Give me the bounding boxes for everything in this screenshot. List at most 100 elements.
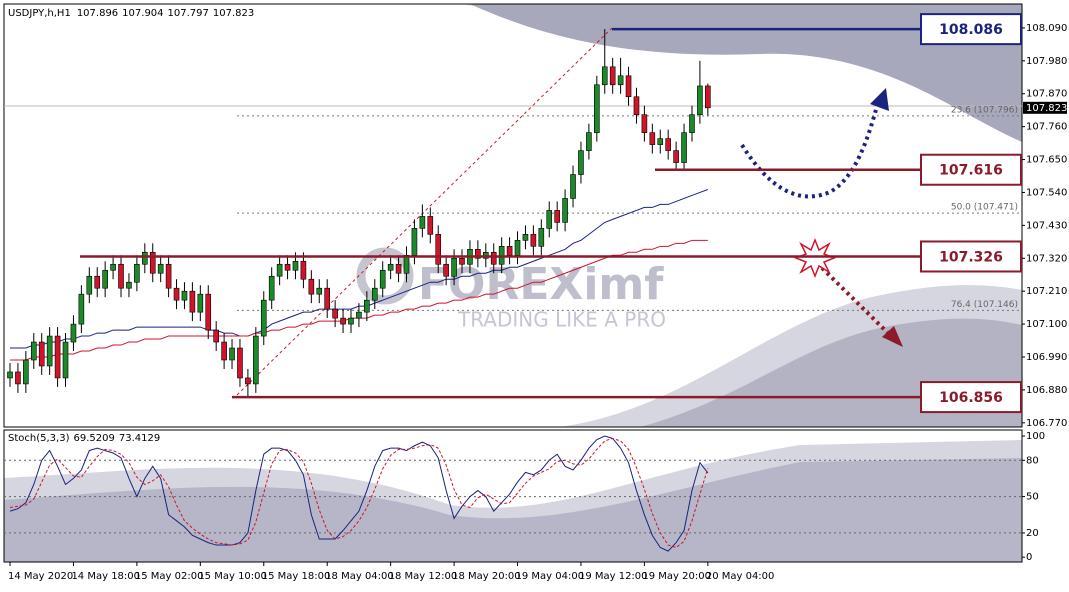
y-tick-label: 20 <box>1026 528 1039 539</box>
candle-body <box>356 311 362 319</box>
candle-body <box>459 257 465 265</box>
candle-body <box>594 84 600 133</box>
candle-body <box>268 275 275 301</box>
candle-body <box>134 263 140 283</box>
y-tick-label: 107.100 <box>1026 319 1067 330</box>
candle-body <box>237 347 243 379</box>
arrow-head <box>870 88 889 111</box>
y-tick-label: 80 <box>1026 455 1039 466</box>
candle-body <box>435 234 442 265</box>
candle-body <box>102 269 108 289</box>
watermark-brand: FOREXimf <box>418 259 664 310</box>
low: 107.797 <box>168 8 209 19</box>
candle-body <box>387 263 394 271</box>
candle-body <box>7 371 13 379</box>
candle-body <box>340 317 346 325</box>
main-frame <box>3 3 1023 428</box>
candle-body <box>316 287 323 295</box>
candle-body <box>419 216 426 229</box>
candle-body <box>601 66 608 86</box>
x-tick-label: 14 May 18:00 <box>71 571 140 582</box>
x-tick-label: 19 May 20:00 <box>642 571 711 582</box>
candle-body <box>443 263 449 277</box>
y-tick-label: 107.540 <box>1026 187 1067 198</box>
open: 107.896 <box>77 8 118 19</box>
y-tick-label: 107.760 <box>1026 122 1067 133</box>
level-box <box>920 381 1022 414</box>
main-value: 69.5209 <box>73 433 114 444</box>
y-tick-label: 0 <box>1026 552 1032 563</box>
y-tick-label: 108.090 <box>1026 23 1067 34</box>
candle-body <box>15 371 21 385</box>
candle-body <box>213 329 219 343</box>
level-label: 107.326 <box>939 249 1003 265</box>
candle-body <box>395 263 402 274</box>
stoch-line <box>9 437 709 549</box>
fib-label: 23.6 (107.796) <box>951 105 1018 115</box>
candle-body <box>586 132 592 151</box>
candle-body <box>30 341 37 361</box>
watermark-slogan: TRADING LIKE A PRO <box>457 308 666 332</box>
candle-body <box>578 150 584 175</box>
candle-body <box>411 228 418 256</box>
candle-body <box>253 335 259 385</box>
indicator-frame <box>3 429 1023 563</box>
candle-body <box>86 275 93 295</box>
price-tag <box>1023 101 1067 114</box>
candle-body <box>292 260 299 271</box>
candle-body <box>260 299 267 337</box>
candle-body <box>110 263 116 271</box>
watermark-logo <box>356 247 414 305</box>
candle-body <box>546 210 553 229</box>
x-tick-label: 18 May 20:00 <box>452 571 521 582</box>
level-box <box>920 153 1022 186</box>
candle-body <box>625 75 632 98</box>
candle-body <box>633 96 640 115</box>
candle-body <box>506 246 513 256</box>
fib-label: 76.4 (107.146) <box>951 300 1018 310</box>
y-tick-label: 100 <box>1026 431 1045 442</box>
candle-body <box>649 132 656 145</box>
candle-body <box>54 335 61 379</box>
candle-body <box>570 174 576 199</box>
x-tick-label: 15 May 18:00 <box>262 571 331 582</box>
y-tick-label: 107.430 <box>1026 220 1067 231</box>
level-label: 107.616 <box>939 163 1003 179</box>
x-tick-label: 15 May 10:00 <box>198 571 267 582</box>
candle-body <box>308 278 315 295</box>
forecast-arrow <box>820 266 892 337</box>
y-tick-label: 107.650 <box>1026 155 1067 166</box>
candle-body <box>697 85 703 115</box>
candle-body <box>348 317 354 325</box>
candle-body <box>181 290 188 301</box>
signal-value: 73.4129 <box>119 433 160 444</box>
y-tick-label: 107.210 <box>1026 286 1067 297</box>
candle-body <box>46 335 53 367</box>
candle-body <box>673 150 679 163</box>
close: 107.823 <box>213 8 254 19</box>
y-tick-label: 107.980 <box>1026 56 1067 67</box>
candle-body <box>538 228 545 247</box>
candle-body <box>118 263 124 289</box>
y-tick-label: 106.770 <box>1026 418 1067 429</box>
candle-body <box>665 138 671 151</box>
candle-body <box>126 281 132 289</box>
x-tick-label: 20 May 04:00 <box>706 571 775 582</box>
candle-body <box>530 234 537 247</box>
stoch-line <box>9 435 709 552</box>
candle-body <box>641 114 648 133</box>
candle-body <box>284 263 291 271</box>
candle-body <box>149 251 156 274</box>
y-tick-label: 107.870 <box>1026 89 1067 100</box>
candle-body <box>657 138 664 145</box>
y-tick-label: 106.880 <box>1026 385 1067 396</box>
candle-body <box>379 269 386 289</box>
x-tick-label: 19 May 12:00 <box>579 571 648 582</box>
level-box <box>920 240 1022 273</box>
candle-body <box>490 251 497 265</box>
swoosh <box>4 458 1022 562</box>
y-tick-label: 50 <box>1026 492 1039 503</box>
candle-body <box>197 293 204 313</box>
candle-body <box>427 216 434 235</box>
x-tick-label: 14 May 2020 <box>8 571 73 582</box>
